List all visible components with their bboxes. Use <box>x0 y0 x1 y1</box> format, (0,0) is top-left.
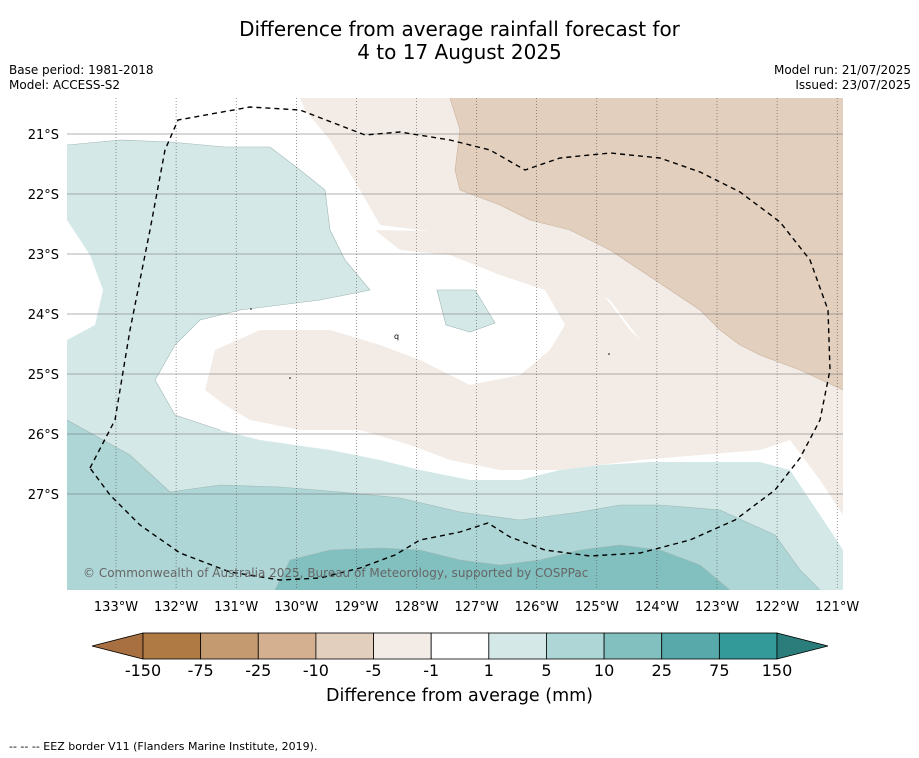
colorbar-min-arrow <box>91 632 144 660</box>
longitude-tick-label: 121°W <box>815 600 859 615</box>
latitude-tick-label: 22°S <box>28 188 59 203</box>
colorbar-tick-label: -25 <box>245 661 271 680</box>
meta-left: Base period: 1981-2018 Model: ACCESS-S2 <box>9 63 154 93</box>
latitude-tick-label: 26°S <box>28 428 59 443</box>
colorbar-tick-label: 25 <box>652 661 672 680</box>
colorbar-segment <box>546 632 605 660</box>
longitude-tick-label: 129°W <box>334 600 378 615</box>
longitude-tick-label: 131°W <box>214 600 258 615</box>
colorbar-tick-label: -5 <box>366 661 382 680</box>
contour-wet-nw <box>67 140 843 590</box>
tiny-dot <box>289 377 291 379</box>
latitude-tick-label: 21°S <box>28 128 59 143</box>
colorbar-max-arrow <box>776 632 829 660</box>
contour-lines-dry <box>449 98 843 391</box>
colorbar-segment <box>661 632 720 660</box>
colorbar-tick-label: 10 <box>594 661 614 680</box>
latitude-tick-label: 27°S <box>28 488 59 503</box>
colorbar-segment <box>200 632 259 660</box>
longitude-tick-label: 123°W <box>695 600 739 615</box>
longitude-labels: 133°W 132°W 131°W 130°W 129°W 128°W 127°W 126°W… <box>94 600 860 615</box>
colorbar-tick-label: 1 <box>484 661 494 680</box>
longitude-tick-label: 127°W <box>455 600 499 615</box>
colorbar-tick-label: -150 <box>125 661 161 680</box>
colorbar-title: Difference from average (mm) <box>325 686 594 706</box>
colorbar-labels: -150 -75 -25 -10 -5 -1 1 5 10 25 75 150 <box>125 661 792 680</box>
latitude-labels: 21°S 22°S 23°S 24°S 25°S 26°S 27°S <box>28 128 59 503</box>
parallel-gridlines <box>67 133 843 495</box>
model-name: Model: ACCESS-S2 <box>9 78 121 92</box>
map-title: Difference from average rainfall forecas… <box>0 18 919 64</box>
longitude-tick-label: 125°W <box>575 600 619 615</box>
colorbar-segment <box>315 632 374 660</box>
colorbar-tick-label: -75 <box>188 661 214 680</box>
contour-lines <box>67 139 821 590</box>
colorbar-segment <box>257 632 317 660</box>
longitude-tick-label: 124°W <box>635 600 679 615</box>
title-line-1: Difference from average rainfall forecas… <box>239 17 680 41</box>
tiny-dot <box>250 308 252 310</box>
issued-date: Issued: 23/07/2025 <box>795 78 911 92</box>
longitude-tick-label: 133°W <box>94 600 138 615</box>
colorbar-segment <box>373 632 432 660</box>
colorbar <box>91 632 829 660</box>
colorbar-tick-label: 5 <box>541 661 551 680</box>
footnote: -- -- -- EEZ border V11 (Flanders Marine… <box>9 740 318 753</box>
tiny-mark: q <box>394 332 399 341</box>
latitude-tick-label: 23°S <box>28 248 59 263</box>
tiny-dot <box>608 353 610 355</box>
model-run: Model run: 21/07/2025 <box>773 63 911 77</box>
map-area: q © Commonwealth of Australia 2025, Bure… <box>67 98 843 590</box>
longitude-tick-label: 130°W <box>274 600 318 615</box>
contour-wet-patch <box>437 290 495 332</box>
longitude-tick-label: 126°W <box>515 600 559 615</box>
latitude-tick-label: 24°S <box>28 308 59 323</box>
copyright-text: © Commonwealth of Australia 2025, Bureau… <box>83 566 588 580</box>
meta-right: Model run: 21/07/2025 Issued: 23/07/2025 <box>774 63 911 93</box>
longitude-tick-label: 122°W <box>755 600 799 615</box>
eez-boundary <box>89 106 831 581</box>
colorbar-segment <box>488 632 547 660</box>
colorbar-tick-label: 75 <box>709 661 729 680</box>
colorbar-segment <box>603 632 663 660</box>
base-period: Base period: 1981-2018 <box>9 63 154 77</box>
contour-wet-deep <box>275 545 730 590</box>
contour-dry-medium <box>450 98 843 390</box>
title-line-2: 4 to 17 August 2025 <box>357 40 562 64</box>
colorbar-segment <box>718 632 778 660</box>
colorbar-tick-label: -10 <box>303 661 329 680</box>
longitude-tick-label: 128°W <box>394 600 438 615</box>
contour-dry-lens <box>205 230 790 470</box>
latitude-tick-label: 25°S <box>28 368 59 383</box>
longitude-tick-label: 132°W <box>154 600 198 615</box>
colorbar-segment <box>430 632 490 660</box>
colorbar-segment <box>142 632 202 660</box>
colorbar-tick-label: 150 <box>762 661 793 680</box>
colorbar-tick-label: -1 <box>423 661 439 680</box>
